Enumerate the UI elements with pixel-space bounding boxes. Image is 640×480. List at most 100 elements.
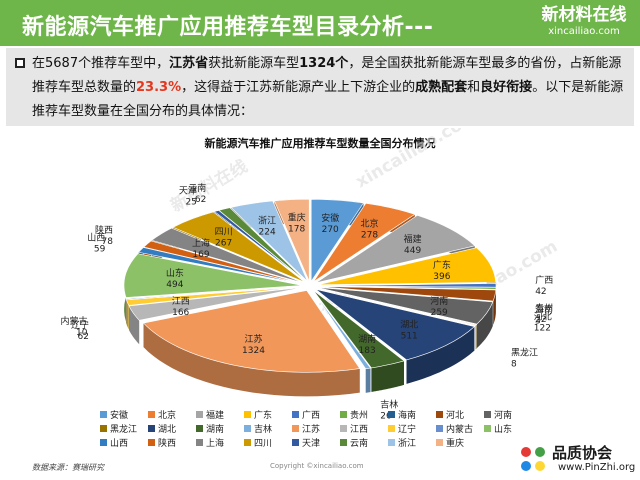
legend-swatch-重庆 <box>436 439 443 446</box>
slice-value-湖南: 183 <box>359 346 376 356</box>
slice-label-陕西: 陕西 <box>95 224 113 236</box>
slice-value-江苏: 1324 <box>242 346 265 356</box>
intro-text-5: ，是全国获批新能源车型最多的省份，占新能源推荐车型总数量的 <box>32 56 622 95</box>
legend-swatch-广东 <box>244 411 251 418</box>
slice-label-江西: 江西 <box>172 296 190 307</box>
legend-swatch-河南 <box>484 411 491 418</box>
slice-label-海南: 海南 <box>535 303 553 315</box>
legend-swatch-江西 <box>340 425 347 432</box>
pie-slice-海南 <box>317 285 497 291</box>
slice-value-内蒙古: 10 <box>76 328 88 338</box>
corner-logo-url: www.PinZhi.org <box>558 462 636 473</box>
legend-swatch-贵州 <box>340 411 347 418</box>
pie-side-江西 <box>129 306 140 345</box>
pie-side-河北 <box>493 290 496 325</box>
intro-highlight-supply: 成熟配套 <box>415 80 468 95</box>
legend-swatch-福建 <box>196 411 203 418</box>
legend-swatch-四川 <box>244 439 251 446</box>
pie-slice-福建 <box>315 215 476 284</box>
legend-label-广西: 广西 <box>302 409 320 421</box>
slice-label-湖南: 湖南 <box>358 333 376 345</box>
slice-value-辽宁: 62 <box>78 332 89 342</box>
pie-slice-湖南 <box>313 290 405 369</box>
legend-label-江西: 江西 <box>350 424 368 435</box>
legend-swatch-辽宁 <box>388 425 395 432</box>
pie-slice-广东 <box>317 247 497 286</box>
slice-label-河南: 河南 <box>430 295 448 307</box>
pie-side-湖北 <box>406 326 475 384</box>
pie-slice-河南 <box>317 287 494 325</box>
legend-label-河南: 河南 <box>494 409 512 421</box>
pie-slice-上海 <box>151 227 304 284</box>
pie-slice-浙江 <box>230 200 308 282</box>
chart-title: 新能源汽车推广应用推荐车型数量全国分布情况 <box>205 136 436 150</box>
pie-slice-河北 <box>317 286 497 302</box>
pie-slice-江苏 <box>142 290 361 373</box>
legend-swatch-黑龙江 <box>100 425 107 432</box>
slice-value-河北: 122 <box>534 324 551 334</box>
legend-swatch-江苏 <box>292 425 299 432</box>
legend-label-安徽: 安徽 <box>110 409 128 421</box>
slice-label-上海: 上海 <box>192 237 210 249</box>
legend-label-山东: 山东 <box>494 423 512 435</box>
slice-value-陕西: 78 <box>102 237 114 247</box>
slice-value-福建: 449 <box>404 246 421 256</box>
slice-value-广东: 396 <box>433 272 450 282</box>
corner-logo: 品质协会 www.PinZhi.org <box>512 440 638 478</box>
page-title: 新能源汽车推广应用推荐车型目录分析--- <box>22 15 434 40</box>
pie-slice-湖北 <box>315 289 476 361</box>
legend-swatch-天津 <box>292 439 299 446</box>
slice-label-福建: 福建 <box>404 233 422 245</box>
slice-label-江苏: 江苏 <box>244 333 262 345</box>
pie-slice-山西 <box>138 247 303 285</box>
pie-slice-内蒙古 <box>125 286 303 301</box>
legend-label-海南: 海南 <box>398 409 416 421</box>
legend-label-江苏: 江苏 <box>302 423 320 435</box>
slice-label-安徽: 安徽 <box>321 212 339 224</box>
slice-value-天津: 25 <box>185 197 196 207</box>
brand-domain: xincailiao.com <box>548 26 620 37</box>
pie-side-湖南 <box>371 360 404 392</box>
slice-value-云南: 62 <box>195 195 206 205</box>
pie-side-黑龙江 <box>475 324 477 350</box>
slice-label-广东: 广东 <box>433 259 451 271</box>
intro-highlight-link: 良好衔接 <box>480 80 533 95</box>
legend-swatch-海南 <box>388 411 395 418</box>
copyright-notice: Copyright ©xincailiao.com <box>270 462 364 470</box>
legend-swatch-湖北 <box>148 425 155 432</box>
square-bullet-icon <box>15 58 25 68</box>
pie-slice-北京 <box>313 202 416 282</box>
legend-label-福建: 福建 <box>206 409 224 421</box>
intro-text-9: 和 <box>467 80 481 95</box>
legend-label-上海: 上海 <box>206 437 224 449</box>
pie-slices <box>123 198 497 397</box>
slice-label-广西: 广西 <box>535 274 553 286</box>
pie-slice-吉林 <box>312 290 372 370</box>
intro-text-7: ，这得益于江苏新能源产业上下游企业的 <box>181 80 416 95</box>
legend-label-贵州: 贵州 <box>350 409 368 421</box>
pie-side-辽宁 <box>126 299 129 330</box>
pie-slice-黑龙江 <box>317 287 478 326</box>
legend-label-湖南: 湖南 <box>206 423 224 435</box>
legend-swatch-河北 <box>436 411 443 418</box>
slice-value-浙江: 224 <box>259 227 276 237</box>
slice-value-黑龙江: 8 <box>511 359 517 369</box>
legend-label-湖北: 湖北 <box>158 424 176 435</box>
legend-label-广东: 广东 <box>254 409 272 421</box>
slice-value-海南: 3 <box>535 316 541 326</box>
slice-value-安徽: 270 <box>322 225 339 235</box>
intro-highlight-province: 江苏省 <box>169 56 209 71</box>
legend-swatch-云南 <box>340 439 347 446</box>
brand-name: 新材料在线 <box>541 5 627 25</box>
pie-slice-江西 <box>128 287 303 321</box>
legend-swatch-浙江 <box>388 439 395 446</box>
pie-chart: 新能源汽车推广应用推荐车型数量全国分布情况 新材料在线 xincailiao.co… <box>60 128 561 449</box>
intro-paragraph: 在5687个推荐车型中，江苏省获批新能源车型1324个，是全国获批新能源车型最多… <box>32 52 630 124</box>
legend-swatch-内蒙古 <box>436 425 443 432</box>
slice-label-湖北: 湖北 <box>400 320 418 331</box>
legend-label-黑龙江: 黑龙江 <box>110 423 137 435</box>
pie-side-江苏 <box>143 323 360 397</box>
slice-label-河北: 河北 <box>534 311 552 323</box>
intro-highlight-count: 1324个 <box>299 56 349 71</box>
